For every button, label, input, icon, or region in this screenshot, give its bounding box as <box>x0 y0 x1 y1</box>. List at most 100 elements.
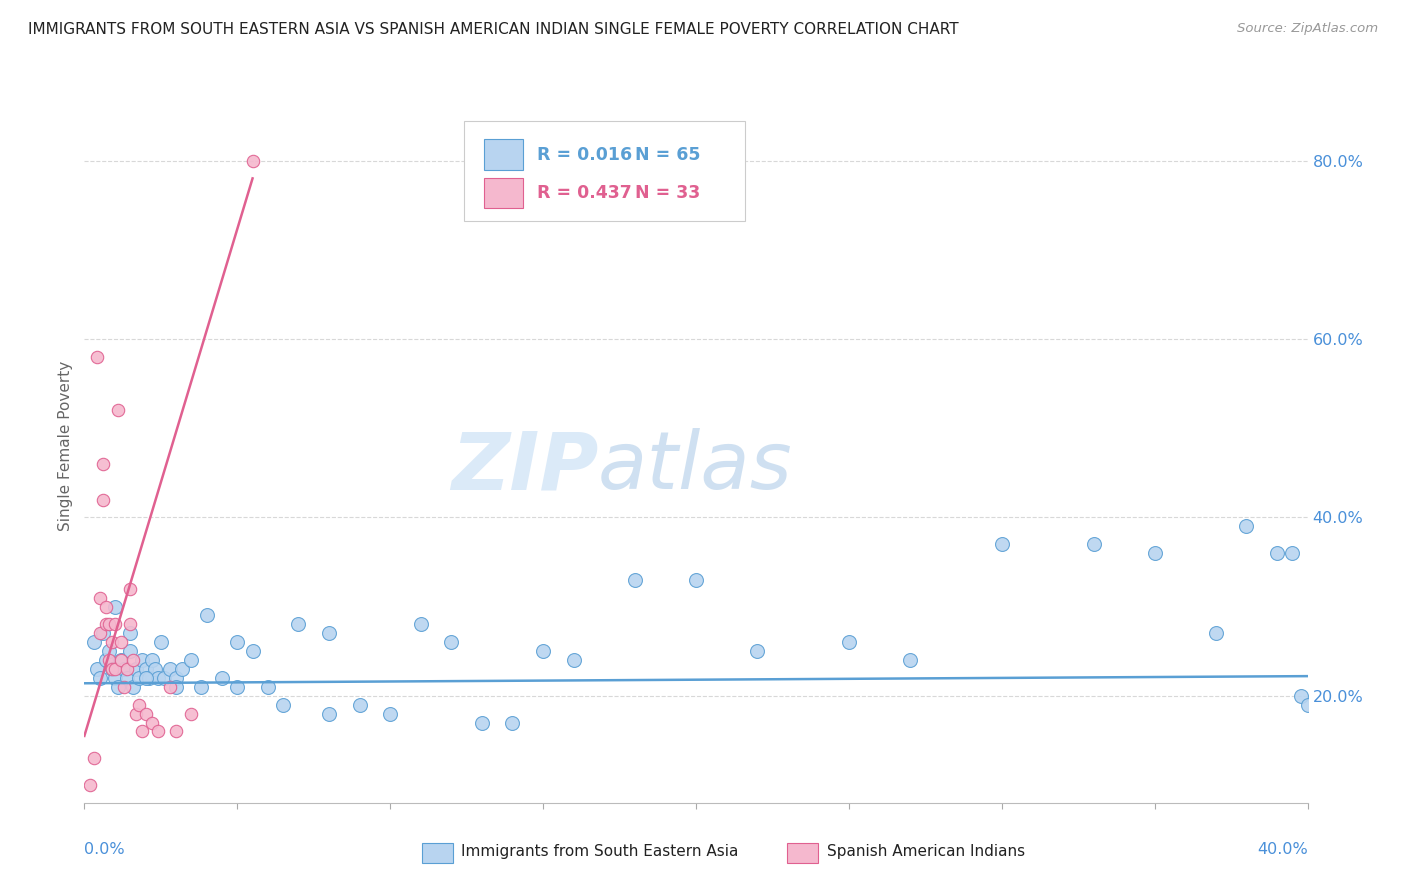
Point <box>242 644 264 658</box>
FancyBboxPatch shape <box>484 139 523 169</box>
Point <box>135 662 157 676</box>
Point <box>1205 626 1227 640</box>
Point <box>110 653 132 667</box>
Text: Spanish American Indians: Spanish American Indians <box>827 845 1025 859</box>
Point <box>122 680 145 694</box>
Text: Source: ZipAtlas.com: Source: ZipAtlas.com <box>1237 22 1378 36</box>
Point <box>409 617 432 632</box>
Point <box>146 724 169 739</box>
Point <box>180 706 202 721</box>
Point <box>1281 546 1303 560</box>
Point <box>110 635 132 649</box>
Point <box>287 617 309 632</box>
Point <box>165 680 187 694</box>
Point <box>97 644 120 658</box>
Point <box>226 635 249 649</box>
Text: N = 65: N = 65 <box>636 146 700 164</box>
Point <box>97 653 120 667</box>
Point <box>131 653 153 667</box>
Point <box>165 671 187 685</box>
Point <box>180 653 202 667</box>
Point <box>318 626 340 640</box>
FancyBboxPatch shape <box>484 178 523 209</box>
Point <box>89 671 111 685</box>
Point <box>112 680 135 694</box>
Text: IMMIGRANTS FROM SOUTH EASTERN ASIA VS SPANISH AMERICAN INDIAN SINGLE FEMALE POVE: IMMIGRANTS FROM SOUTH EASTERN ASIA VS SP… <box>28 22 959 37</box>
Point <box>685 573 707 587</box>
Point <box>349 698 371 712</box>
Point <box>101 662 124 676</box>
Point <box>471 715 494 730</box>
Point <box>128 671 150 685</box>
Point <box>257 680 280 694</box>
Point <box>991 537 1014 551</box>
Point <box>97 617 120 632</box>
Point <box>94 599 117 614</box>
Point <box>86 662 108 676</box>
Point <box>104 599 127 614</box>
Point <box>107 403 129 417</box>
Point <box>440 635 463 649</box>
Point <box>146 671 169 685</box>
Point <box>1236 519 1258 533</box>
Point <box>115 662 138 676</box>
Point <box>318 706 340 721</box>
Point <box>125 706 148 721</box>
Point <box>242 153 264 168</box>
Point <box>120 582 142 596</box>
Point <box>115 671 138 685</box>
Y-axis label: Single Female Poverty: Single Female Poverty <box>58 361 73 531</box>
Point <box>101 635 124 649</box>
Point <box>91 492 114 507</box>
Point <box>125 662 148 676</box>
Point <box>86 350 108 364</box>
Point <box>838 635 860 649</box>
Point <box>135 706 157 721</box>
Point <box>138 671 160 685</box>
Text: R = 0.016: R = 0.016 <box>537 146 633 164</box>
Point <box>153 671 176 685</box>
Point <box>104 671 127 685</box>
Text: Immigrants from South Eastern Asia: Immigrants from South Eastern Asia <box>461 845 738 859</box>
Point <box>89 591 111 605</box>
Point <box>1265 546 1288 560</box>
Point <box>380 706 402 721</box>
Point <box>898 653 921 667</box>
Point <box>1296 698 1319 712</box>
Point <box>91 457 114 471</box>
Point <box>83 751 105 765</box>
Point <box>141 653 163 667</box>
Point <box>502 715 524 730</box>
Point <box>83 635 105 649</box>
Text: 40.0%: 40.0% <box>1257 842 1308 857</box>
Point <box>159 680 181 694</box>
FancyBboxPatch shape <box>464 121 745 221</box>
Point <box>562 653 585 667</box>
Point <box>165 724 187 739</box>
Text: N = 33: N = 33 <box>636 185 700 202</box>
Point <box>271 698 294 712</box>
Point <box>122 653 145 667</box>
Text: ZIP: ZIP <box>451 428 598 507</box>
Point <box>107 680 129 694</box>
Point <box>141 715 163 730</box>
Point <box>120 626 142 640</box>
Point <box>159 662 181 676</box>
Point <box>1083 537 1105 551</box>
Point <box>1143 546 1166 560</box>
Point <box>91 626 114 640</box>
Point <box>531 644 554 658</box>
Text: R = 0.437: R = 0.437 <box>537 185 631 202</box>
Point <box>101 662 124 676</box>
Point <box>89 626 111 640</box>
Point <box>143 662 166 676</box>
Point <box>195 608 218 623</box>
Point <box>624 573 647 587</box>
Point <box>128 698 150 712</box>
Point <box>135 671 157 685</box>
Point <box>190 680 212 694</box>
Point <box>112 662 135 676</box>
Point <box>226 680 249 694</box>
Point <box>79 778 101 792</box>
Point <box>94 653 117 667</box>
